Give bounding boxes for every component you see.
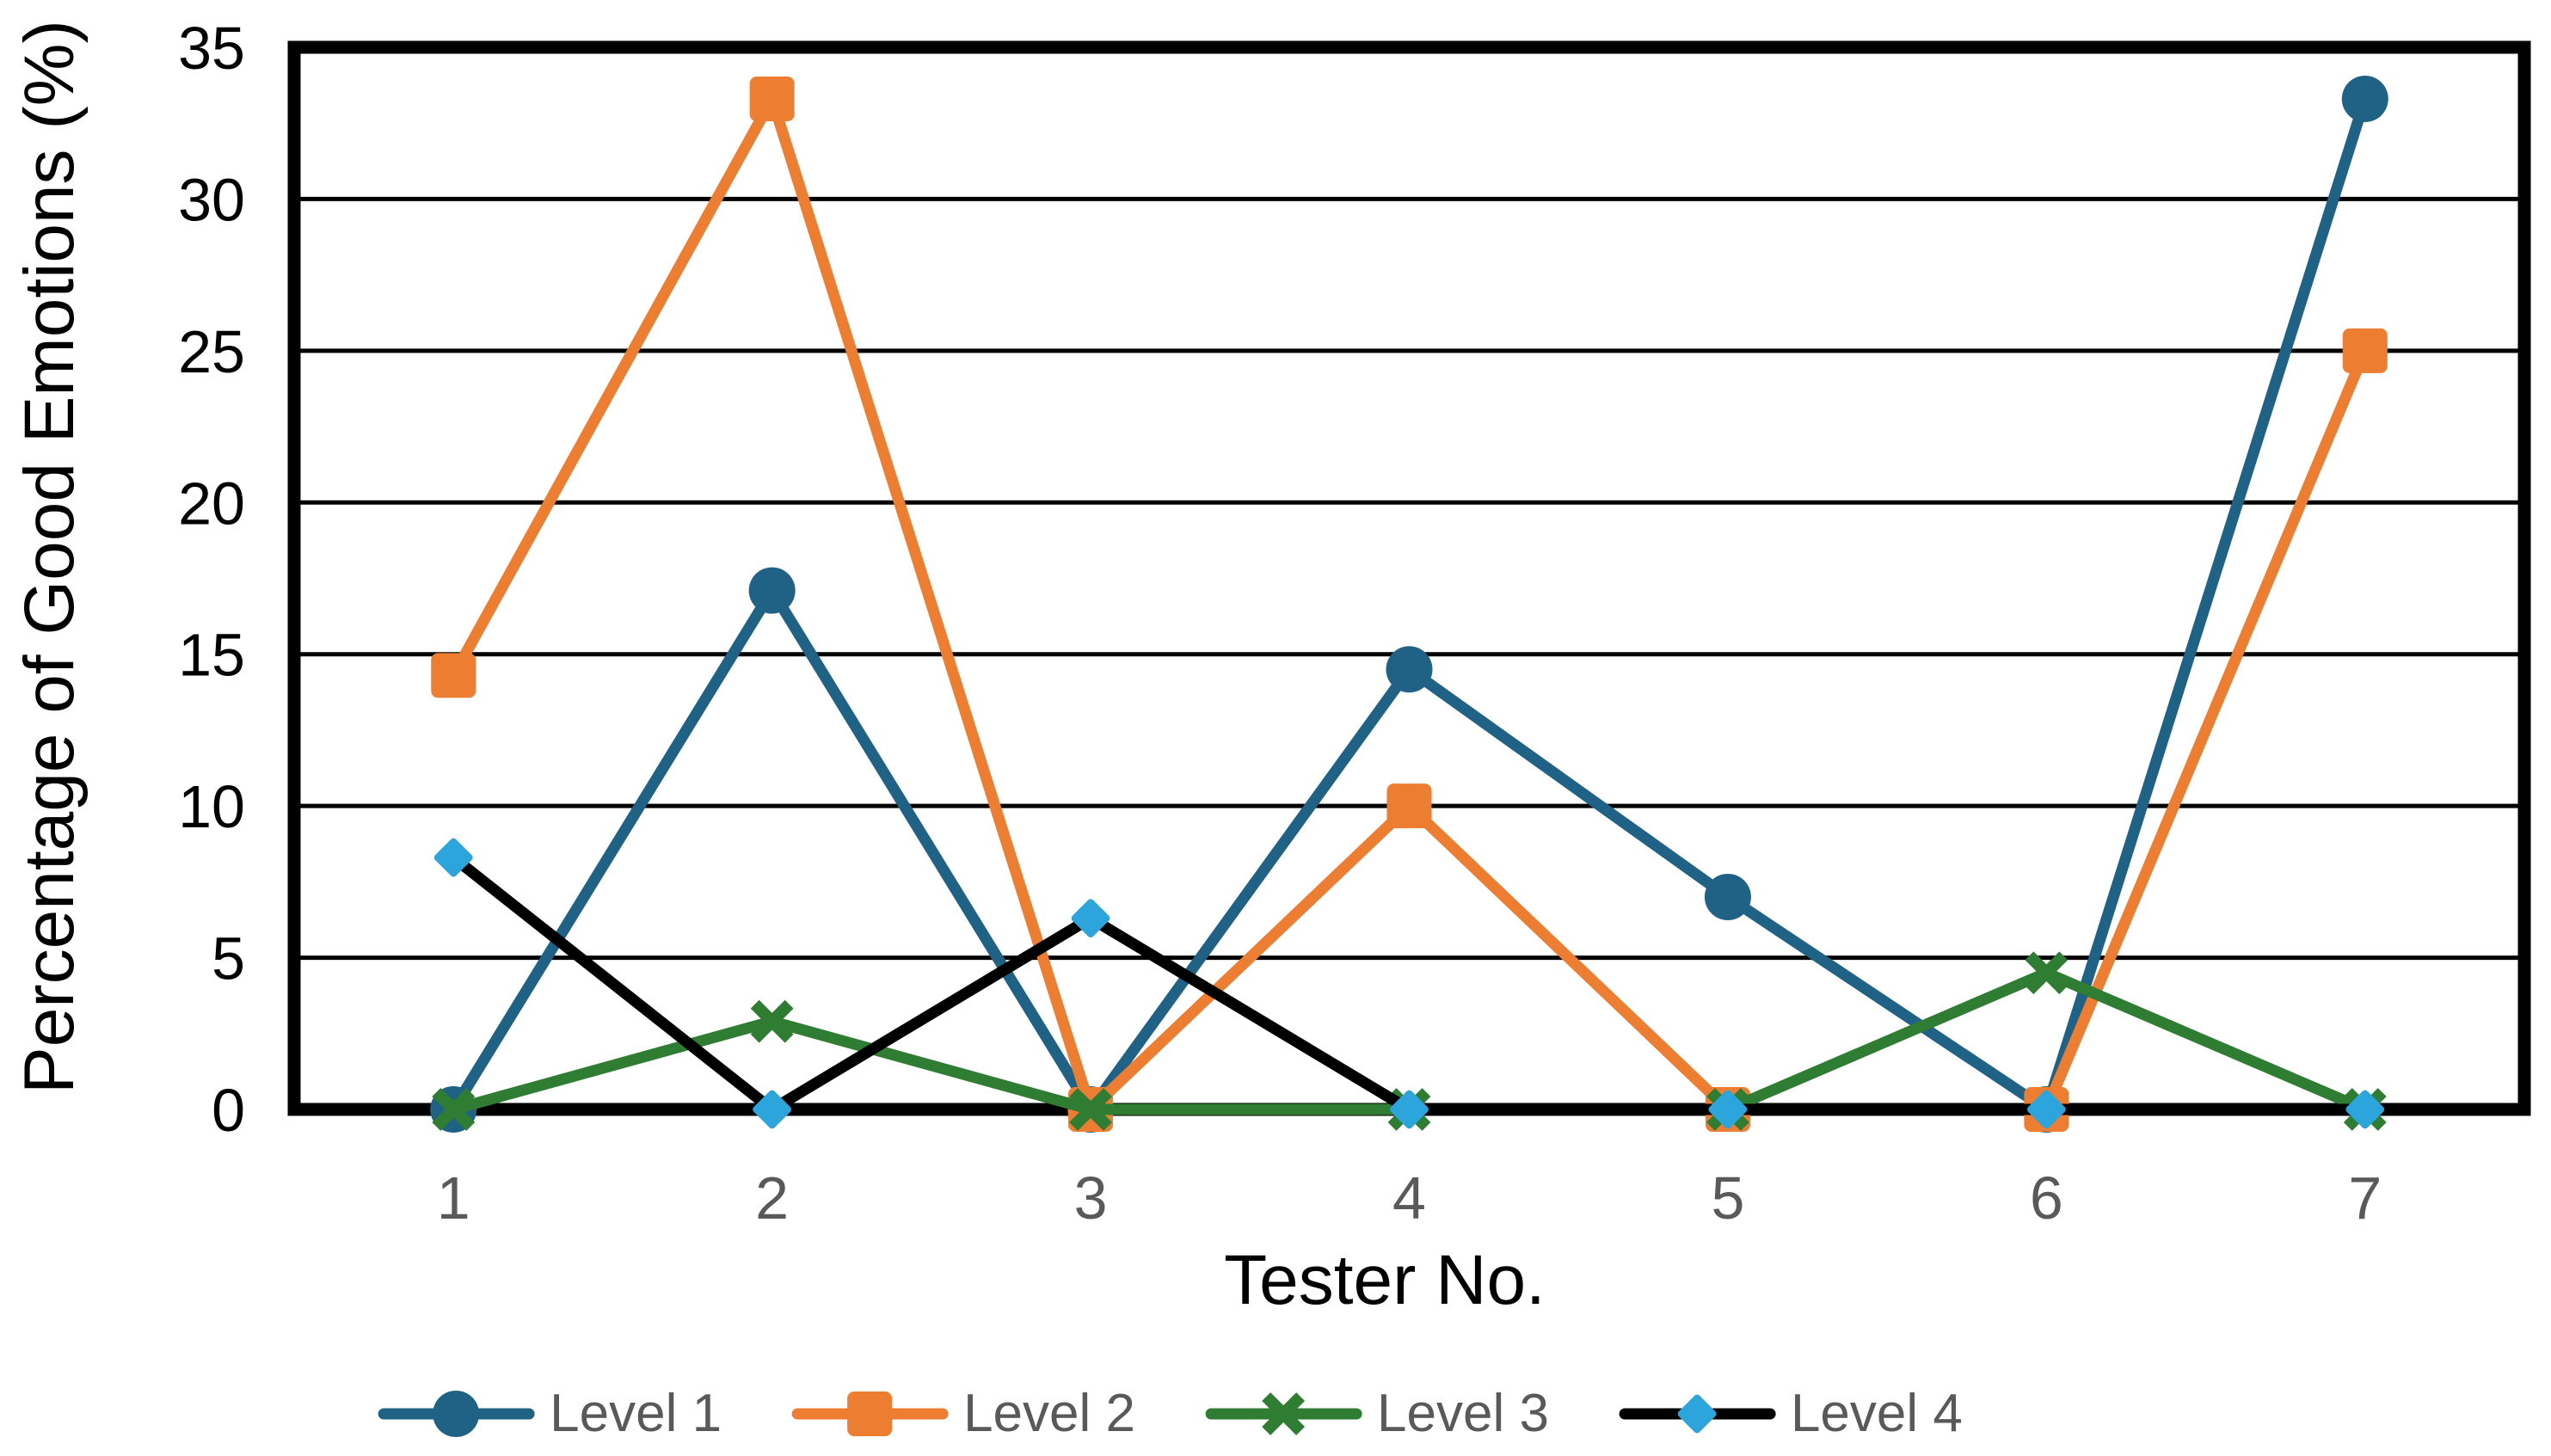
legend: Level 1 Level 2 Level 3 Level 4 — [377, 1383, 1963, 1444]
level-1-line-circle-icon — [378, 1390, 535, 1437]
data-point-level-2 — [2342, 328, 2388, 373]
data-point-level-4 — [1071, 899, 1110, 938]
data-point-level-4 — [753, 1090, 792, 1129]
data-point-level-1 — [1386, 646, 1433, 693]
y-tick-label: 15 — [178, 622, 245, 689]
x-tick-label: 7 — [2348, 1164, 2382, 1232]
x-tick-label: 5 — [1711, 1164, 1744, 1232]
data-point-level-1 — [1704, 874, 1751, 920]
x-tick-label: 6 — [2030, 1164, 2063, 1232]
data-point-level-4 — [1708, 1090, 1748, 1129]
data-point-level-2 — [431, 653, 476, 698]
legend-item-level-2: Level 2 — [790, 1383, 1135, 1444]
legend-marker — [433, 1390, 480, 1437]
y-tick-label: 20 — [178, 470, 245, 537]
x-tick-label: 2 — [755, 1164, 789, 1232]
level-2-line-square-icon — [791, 1391, 949, 1436]
data-point-level-1 — [748, 567, 796, 614]
data-point-level-4 — [1390, 1090, 1429, 1129]
y-tick-label: 25 — [178, 318, 245, 385]
legend-item-level-1: Level 1 — [377, 1383, 722, 1444]
legend-marker — [847, 1391, 893, 1436]
legend-marker — [1262, 1391, 1305, 1435]
y-tick-label: 10 — [178, 773, 245, 840]
x-tick-label: 3 — [1074, 1164, 1108, 1232]
y-axis-title: Percentage of Good Emotions (%) — [10, 20, 89, 1094]
legend-item-level-3: Level 3 — [1204, 1383, 1549, 1444]
data-point-level-3 — [1069, 1088, 1112, 1131]
y-tick-label: 0 — [212, 1077, 245, 1144]
y-tick-label: 5 — [212, 925, 245, 992]
plot-border — [287, 40, 2531, 1116]
data-point-level-3 — [432, 1088, 476, 1131]
data-point-level-4 — [2026, 1090, 2066, 1129]
y-tick-label: 30 — [178, 166, 245, 233]
level-4-line-diamond-icon — [1619, 1394, 1776, 1433]
legend-item-level-4: Level 4 — [1618, 1383, 1963, 1444]
x-tick-label: 4 — [1392, 1164, 1426, 1232]
y-tick-label: 35 — [178, 15, 245, 82]
legend-label: Level 1 — [550, 1384, 722, 1443]
legend-label: Level 2 — [963, 1384, 1135, 1443]
data-point-level-4 — [2345, 1090, 2385, 1129]
data-point-level-3 — [750, 999, 794, 1043]
legend-label: Level 3 — [1377, 1384, 1549, 1443]
level-3-line-x-icon — [1205, 1391, 1362, 1435]
x-tick-label: 1 — [437, 1164, 470, 1232]
data-point-level-2 — [1386, 783, 1432, 829]
data-point-level-1 — [2341, 75, 2388, 122]
data-point-level-4 — [433, 838, 473, 877]
data-point-level-3 — [2025, 951, 2068, 995]
legend-label: Level 4 — [1790, 1384, 1963, 1443]
x-axis-title: Tester No. — [1224, 1241, 1546, 1319]
legend-marker — [1677, 1394, 1717, 1433]
data-point-level-2 — [749, 76, 795, 121]
